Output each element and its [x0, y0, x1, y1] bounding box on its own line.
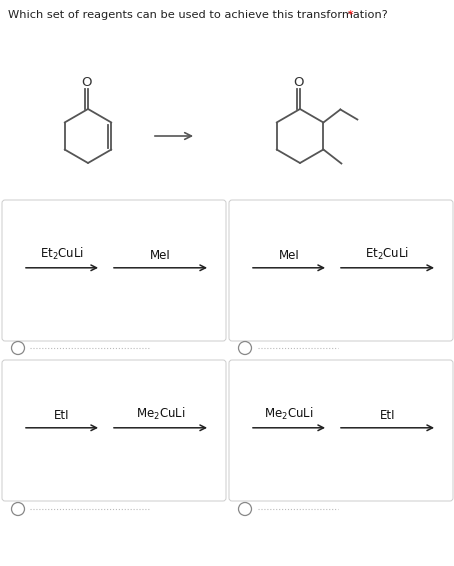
Text: *: *	[348, 10, 354, 20]
Text: EtI: EtI	[380, 409, 395, 422]
FancyBboxPatch shape	[229, 360, 453, 501]
Text: O: O	[293, 75, 304, 88]
Text: MeI: MeI	[150, 249, 171, 262]
Text: MeI: MeI	[279, 249, 299, 262]
Text: Et$_2$CuLi: Et$_2$CuLi	[365, 246, 410, 262]
FancyBboxPatch shape	[229, 200, 453, 341]
FancyBboxPatch shape	[2, 360, 226, 501]
Text: EtI: EtI	[54, 409, 70, 422]
Text: O: O	[81, 75, 92, 88]
Text: Et$_2$CuLi: Et$_2$CuLi	[40, 246, 84, 262]
FancyBboxPatch shape	[2, 200, 226, 341]
Text: Which set of reagents can be used to achieve this transformation?: Which set of reagents can be used to ach…	[8, 10, 391, 20]
Text: Me$_2$CuLi: Me$_2$CuLi	[136, 406, 185, 422]
Text: Me$_2$CuLi: Me$_2$CuLi	[264, 406, 314, 422]
